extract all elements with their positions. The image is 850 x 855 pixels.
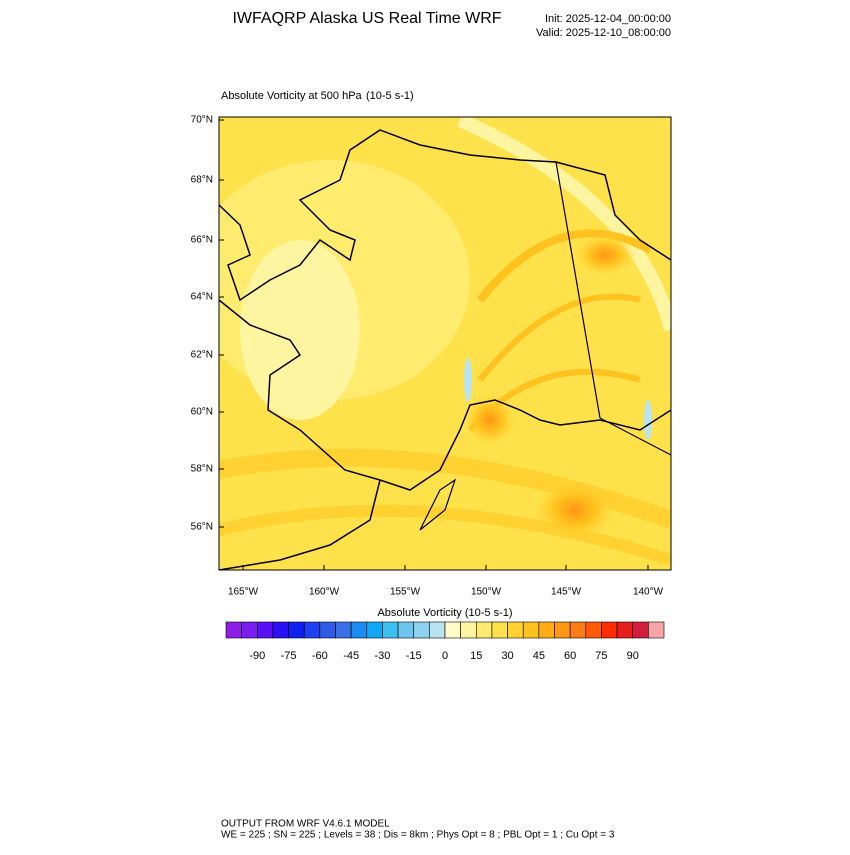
footer-line: WE = 225 ; SN = 225 ; Levels = 38 ; Dis …	[221, 830, 615, 841]
color-box	[397, 621, 415, 639]
colorbar-label: -15	[406, 650, 422, 662]
color-box	[648, 621, 665, 639]
map-field	[219, 117, 671, 570]
colorbar-label: -90	[249, 650, 265, 662]
color-box	[585, 621, 602, 639]
colorbar-label: -60	[312, 650, 328, 662]
lat-labels: 70°N 68°N 66°N 64°N 62°N 60°N 58°N 56°N	[191, 115, 224, 533]
color-box	[538, 621, 555, 639]
lon-label: 155°W	[390, 587, 421, 598]
lat-label: 68°N	[191, 175, 213, 186]
color-box	[429, 621, 446, 639]
lat-label: 58°N	[191, 464, 213, 475]
color-box	[241, 621, 258, 639]
color-box	[616, 621, 634, 639]
color-box	[303, 621, 321, 639]
color-box	[225, 621, 242, 639]
color-box	[475, 621, 493, 639]
lon-label: 145°W	[551, 587, 582, 598]
lon-labels: 165°W 160°W 155°W 150°W 145°W 140°W	[228, 565, 664, 598]
colorbar-label: 60	[564, 650, 576, 662]
color-box	[507, 621, 524, 639]
lat-label: 56°N	[191, 522, 213, 533]
colorbar-label: 0	[442, 650, 448, 662]
lon-label: 165°W	[228, 587, 259, 598]
lat-label: 66°N	[191, 235, 213, 246]
valid-time: Valid: 2025-12-10_08:00:00	[536, 27, 671, 39]
plot-units: (10-5 s-1)	[366, 90, 414, 102]
color-box	[382, 621, 399, 639]
colorbar-label: -75	[281, 650, 297, 662]
lat-label: 60°N	[191, 407, 213, 418]
colorbar-label: 45	[533, 650, 545, 662]
map-frame	[218, 116, 672, 571]
lat-label: 62°N	[191, 350, 213, 361]
color-box	[522, 621, 540, 639]
lon-label: 150°W	[471, 587, 502, 598]
color-box	[554, 621, 571, 639]
colorbar-title: Absolute Vorticity (10-5 s-1)	[377, 607, 512, 619]
colorbar-label: -30	[374, 650, 390, 662]
color-box	[444, 621, 461, 639]
colorbar: -90 -75 -60 -45 -30 -15 0 15 30 45 60 75 90	[225, 621, 665, 662]
color-box	[413, 621, 430, 639]
colorbar-label: 15	[470, 650, 482, 662]
colorbar-label: 90	[627, 650, 639, 662]
color-box	[569, 621, 587, 639]
color-box	[491, 621, 508, 639]
init-time: Init: 2025-12-04_00:00:00	[545, 13, 671, 25]
color-box	[601, 621, 618, 639]
color-box	[272, 621, 289, 639]
lat-label: 64°N	[191, 292, 213, 303]
colorbar-label: 75	[595, 650, 607, 662]
lat-label: 70°N	[191, 115, 213, 126]
color-box	[632, 621, 649, 639]
title: IWFAQRP Alaska US Real Time WRF	[232, 10, 501, 27]
color-box	[460, 621, 477, 639]
lon-label: 140°W	[633, 587, 664, 598]
color-box	[335, 621, 352, 639]
lon-label: 160°W	[309, 587, 340, 598]
color-box	[366, 621, 383, 639]
colorbar-label: -45	[343, 650, 359, 662]
colorbar-label: 30	[501, 650, 513, 662]
color-box	[256, 621, 274, 639]
plot-title: Absolute Vorticity at 500 hPa	[221, 90, 363, 102]
color-box	[350, 621, 368, 639]
color-box	[319, 621, 336, 639]
color-box	[288, 621, 305, 639]
footer-line: OUTPUT FROM WRF V4.6.1 MODEL	[221, 819, 390, 830]
